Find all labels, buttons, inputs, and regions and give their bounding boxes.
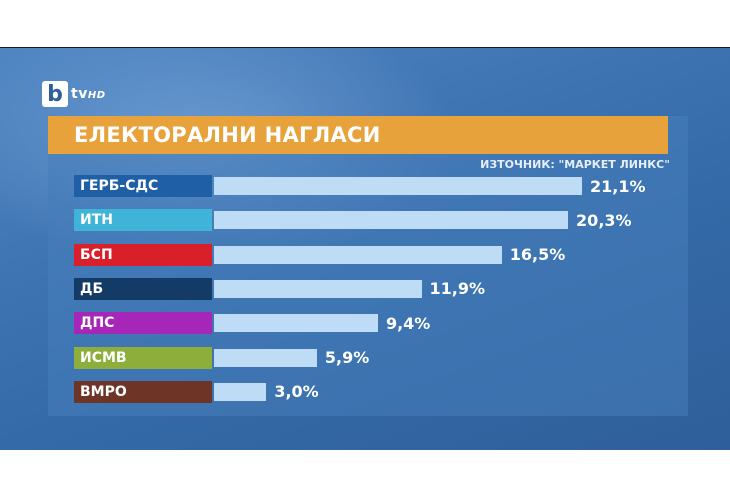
bar: [214, 348, 317, 367]
logo-tv: tv: [71, 86, 88, 102]
bar: [214, 177, 582, 195]
broadcast-frame: b tvHD ЕЛЕКТОРАЛНИ НАГЛАСИ ИЗТОЧНИК: "МА…: [0, 48, 730, 450]
bar: [214, 279, 422, 298]
value-label: 21,1%: [590, 176, 646, 196]
source-label: ИЗТОЧНИК: "МАРКЕТ ЛИНКС": [480, 158, 670, 171]
bar: [214, 382, 267, 401]
title-bar: ЕЛЕКТОРАЛНИ НАГЛАСИ: [48, 116, 668, 154]
bar-row: БСП 16,5%: [0, 243, 730, 266]
party-label: ВМРО: [74, 380, 212, 403]
bar-row: ДБ 11,9%: [0, 277, 730, 300]
btv-logo: b tvHD: [42, 81, 106, 107]
party-label: ДБ: [74, 277, 212, 300]
value-label: 5,9%: [324, 348, 370, 367]
party-label: БСП: [74, 243, 212, 266]
logo-hd: HD: [87, 90, 106, 101]
bar: [214, 211, 569, 230]
value-label: 3,0%: [274, 382, 319, 402]
party-label: ДПС: [74, 312, 212, 335]
bar-row: ГЕРБ-СДС 21,1%: [0, 175, 730, 197]
logo-letter: b: [42, 81, 68, 107]
bar-row: ИСМВ 5,9%: [0, 346, 730, 369]
value-label: 16,5%: [509, 245, 566, 265]
bar-row: ИТН 20,3%: [0, 209, 730, 232]
bar-chart: ГЕРБ-СДС 21,1% ИТН 20,3% БСП 16,5% ДБ 11,9% ДПС 9…: [0, 48, 730, 450]
bar-row: ДПС 9,4%: [0, 312, 730, 335]
bar: [214, 314, 378, 333]
bar: [214, 245, 502, 264]
chart-title: ЕЛЕКТОРАЛНИ НАГЛАСИ: [74, 123, 381, 147]
value-label: 9,4%: [385, 313, 431, 333]
value-label: 20,3%: [576, 210, 632, 230]
value-label: 11,9%: [429, 279, 486, 299]
party-label: ГЕРБ-СДС: [74, 175, 212, 197]
logo-text: tvHD: [71, 86, 106, 102]
party-label: ИСМВ: [74, 346, 212, 369]
party-label: ИТН: [74, 209, 212, 232]
bar-row: ВМРО 3,0%: [0, 380, 730, 403]
